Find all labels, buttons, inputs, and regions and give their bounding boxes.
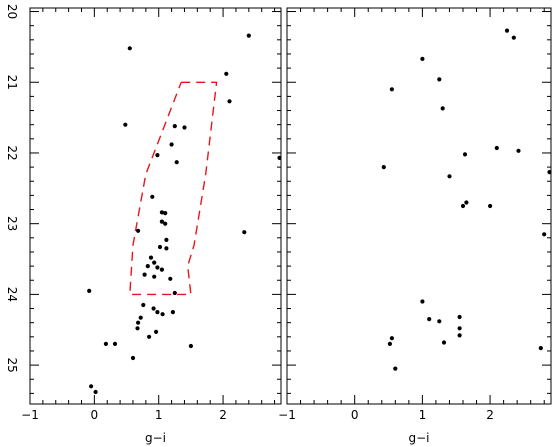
x-tick-label: 2 <box>219 408 227 422</box>
data-point <box>164 237 169 242</box>
x-axis-label: g−i <box>145 431 166 445</box>
data-point <box>547 170 552 175</box>
data-point <box>464 200 469 205</box>
data-point <box>155 153 160 158</box>
data-point <box>159 267 164 272</box>
data-point <box>152 260 157 265</box>
data-point <box>155 310 160 315</box>
y-tick-label: 21 <box>5 75 19 90</box>
data-point <box>389 87 394 92</box>
data-point <box>511 35 516 40</box>
data-point <box>174 160 179 165</box>
data-point <box>136 320 141 325</box>
data-point <box>437 319 442 324</box>
plot-frame <box>29 7 282 405</box>
data-point <box>457 314 462 320</box>
data-point <box>135 326 140 331</box>
x-tick-label: 1 <box>419 408 427 422</box>
plot-frame <box>286 7 552 405</box>
data-point <box>127 46 132 51</box>
data-point <box>381 165 386 170</box>
data-point <box>148 255 154 260</box>
data-point <box>170 310 175 315</box>
data-point <box>420 299 425 304</box>
data-point <box>457 326 462 331</box>
data-point <box>159 210 164 215</box>
data-point <box>420 56 425 62</box>
data-point <box>440 106 445 111</box>
data-point <box>169 142 174 147</box>
selection-region-outline <box>129 81 218 296</box>
x-tick-label: 0 <box>351 408 359 422</box>
data-point <box>136 228 141 233</box>
right-panel: −1 0 1 2 g−i <box>278 7 552 445</box>
data-point <box>387 341 392 346</box>
data-point <box>163 211 168 216</box>
x-tick-label: 2 <box>486 408 494 422</box>
data-point <box>172 124 177 129</box>
data-point <box>87 288 92 293</box>
data-point <box>462 152 468 157</box>
data-point <box>542 232 547 237</box>
data-point <box>188 343 193 349</box>
data-point <box>155 265 160 270</box>
data-point <box>152 274 157 279</box>
data-point <box>145 264 150 269</box>
data-point <box>160 312 165 317</box>
data-point <box>130 355 136 361</box>
data-point <box>227 99 232 104</box>
data-point <box>182 125 187 130</box>
data-point <box>488 203 493 209</box>
data-point <box>447 174 452 179</box>
y-tick-label: 25 <box>5 357 19 372</box>
data-point <box>277 155 282 160</box>
data-point <box>246 33 251 38</box>
data-point <box>441 340 447 345</box>
data-point <box>89 384 94 389</box>
data-point <box>141 302 146 308</box>
data-point <box>157 244 163 250</box>
data-point <box>168 276 173 281</box>
data-point <box>242 230 247 235</box>
data-point <box>460 203 466 209</box>
data-point <box>159 219 164 224</box>
data-point <box>172 290 177 296</box>
data-point <box>393 366 398 371</box>
data-point <box>504 28 510 33</box>
data-point <box>150 194 155 199</box>
data-point <box>538 346 543 351</box>
data-point <box>93 389 98 395</box>
data-point <box>494 145 499 151</box>
x-tick-label: −1 <box>21 408 39 422</box>
data-point <box>138 315 143 320</box>
data-point <box>457 333 462 338</box>
data-point <box>147 334 152 339</box>
data-point <box>389 336 394 341</box>
x-tick-label: 1 <box>155 408 163 422</box>
y-tick-label: 23 <box>5 216 19 231</box>
data-point <box>516 148 521 153</box>
x-tick-label: −1 <box>278 408 296 422</box>
data-point <box>224 71 229 76</box>
data-point <box>112 341 118 346</box>
data-point <box>437 77 442 82</box>
x-axis-label: g−i <box>408 431 429 445</box>
y-tick-label: 22 <box>5 145 19 160</box>
y-tick-label: 20 <box>5 4 19 19</box>
data-point <box>151 306 156 311</box>
data-point <box>142 272 147 277</box>
data-point <box>427 317 432 322</box>
left-panel: −1 0 1 2 20 21 22 23 24 25 g−i <box>5 4 282 445</box>
y-tick-label: 24 <box>5 287 19 302</box>
data-point <box>154 329 159 334</box>
x-tick-label: 0 <box>91 408 99 422</box>
data-point <box>164 246 169 251</box>
data-point <box>123 122 128 127</box>
data-point <box>163 221 168 226</box>
data-point <box>103 341 108 346</box>
